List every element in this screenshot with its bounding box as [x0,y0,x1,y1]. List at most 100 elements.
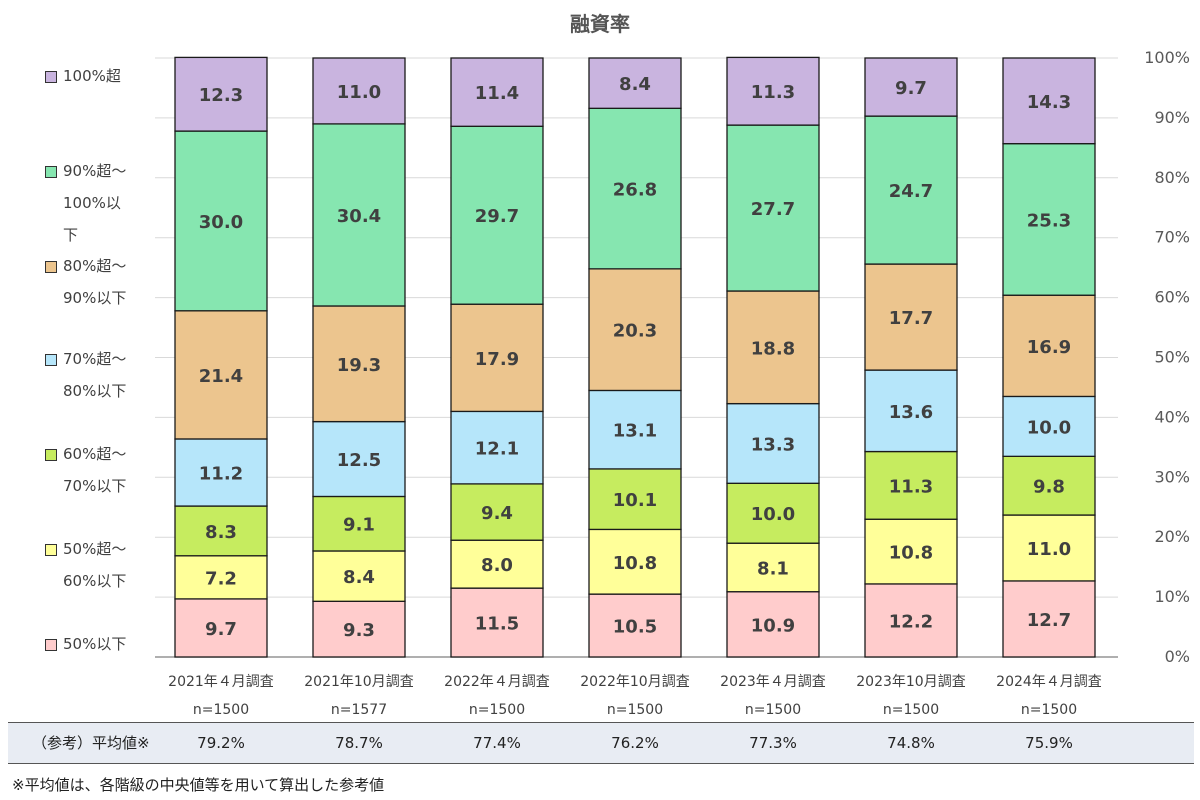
data-label: 10.8 [613,553,657,574]
x-tick-label: 2022年10月調査 [580,674,689,690]
data-label: 9.8 [1033,477,1065,498]
bar-segment [174,555,268,600]
data-label: 8.3 [205,522,237,543]
y-tick-label: 80% [1154,168,1190,187]
legend-label: 60%以下 [63,572,127,590]
bar-segment [726,402,820,484]
y-tick-label: 60% [1154,288,1190,307]
bar-segment [588,528,682,595]
legend-swatch [45,354,57,366]
data-label: 19.3 [337,355,381,376]
legend-label: 50%超～ [63,540,127,558]
legend-label: 100%超 [63,67,121,85]
data-label: 29.7 [475,206,519,227]
data-label: 25.3 [1027,210,1071,231]
legend-swatch [45,166,57,178]
data-label: 7.2 [205,568,237,589]
legend-label: 70%超～ [63,350,127,368]
data-label: 12.1 [475,439,519,460]
data-label: 12.3 [199,85,243,106]
data-label: 11.4 [475,83,519,104]
chart-title: 融資率 [570,12,630,36]
bar-segment [450,483,544,541]
legend-swatch [45,261,57,273]
legend-swatch [45,639,57,651]
data-label: 14.3 [1027,92,1071,113]
legend-label: 90%以下 [63,289,127,307]
average-value: 79.2% [197,734,245,752]
data-label: 11.0 [337,82,381,103]
bar-segment [312,420,406,498]
sample-size-label: n=1500 [883,702,939,718]
average-value: 74.8% [887,734,935,752]
legend-swatch [45,544,57,556]
bar-segment [1002,143,1096,296]
bar-segment [312,550,406,602]
y-tick-label: 90% [1154,108,1190,127]
sample-size-label: n=1500 [1021,702,1077,718]
bar-segment [174,598,268,658]
data-label: 27.7 [751,199,795,220]
sample-size-label: n=1500 [745,702,801,718]
bar-segment [1002,57,1096,145]
bar-segment [174,438,268,507]
legend-label: 60%超～ [63,445,127,463]
data-label: 20.3 [613,321,657,342]
data-label: 8.4 [619,74,651,95]
average-value: 77.3% [749,734,797,752]
data-label: 8.0 [481,555,513,576]
data-label: 24.7 [889,181,933,202]
legend-label: 100%以 [63,194,121,212]
bar-segment [450,57,544,127]
bar-segment [1002,455,1096,516]
data-label: 10.0 [751,504,795,525]
data-label: 26.8 [613,180,657,201]
data-label: 30.4 [337,206,381,227]
bar-segment [588,107,682,270]
bar-segment [174,56,268,132]
legend-label: 50%以下 [63,635,127,653]
average-value: 78.7% [335,734,383,752]
legend-label: 70%以下 [63,477,127,495]
bar-segment [450,125,544,305]
legend-swatch [45,449,57,461]
data-label: 9.1 [343,515,375,536]
sample-size-label: n=1500 [469,702,525,718]
x-tick-label: 2021年４月調査 [168,674,274,690]
bar-segment [864,369,958,453]
data-label: 10.1 [613,490,657,511]
data-label: 12.7 [1027,610,1071,631]
y-tick-label: 30% [1154,467,1190,486]
bar-segment [312,123,406,307]
x-tick-label: 2021年10月調査 [304,674,413,690]
bar-segment [312,495,406,552]
data-label: 10.5 [613,617,657,638]
bar-segment [588,268,682,392]
legend-label: 下 [63,226,79,244]
bar-segment [174,130,268,312]
data-label: 9.3 [343,620,375,641]
legend-label: 90%超～ [63,162,127,180]
bar-segment [726,56,820,126]
bar-segment [450,303,544,413]
data-label: 12.2 [889,611,933,632]
x-tick-label: 2023年10月調査 [856,674,965,690]
legend-label: 80%超～ [63,257,127,275]
average-row-label: （参考）平均値※ [32,734,150,752]
data-label: 10.8 [889,543,933,564]
bar-segment [864,263,958,371]
bar-segment [1002,580,1096,658]
average-value: 76.2% [611,734,659,752]
data-label: 17.7 [889,308,933,329]
legend-swatch [45,71,57,83]
sample-size-label: n=1500 [607,702,663,718]
bar-segment [174,310,268,440]
sample-size-label: n=1500 [193,702,249,718]
bar-segment [864,57,958,117]
average-value: 75.9% [1025,734,1073,752]
data-label: 17.9 [475,349,519,370]
bar-segment [450,587,544,658]
bar-segment [312,305,406,423]
data-label: 11.0 [1027,539,1071,560]
bar-segment [588,468,682,531]
